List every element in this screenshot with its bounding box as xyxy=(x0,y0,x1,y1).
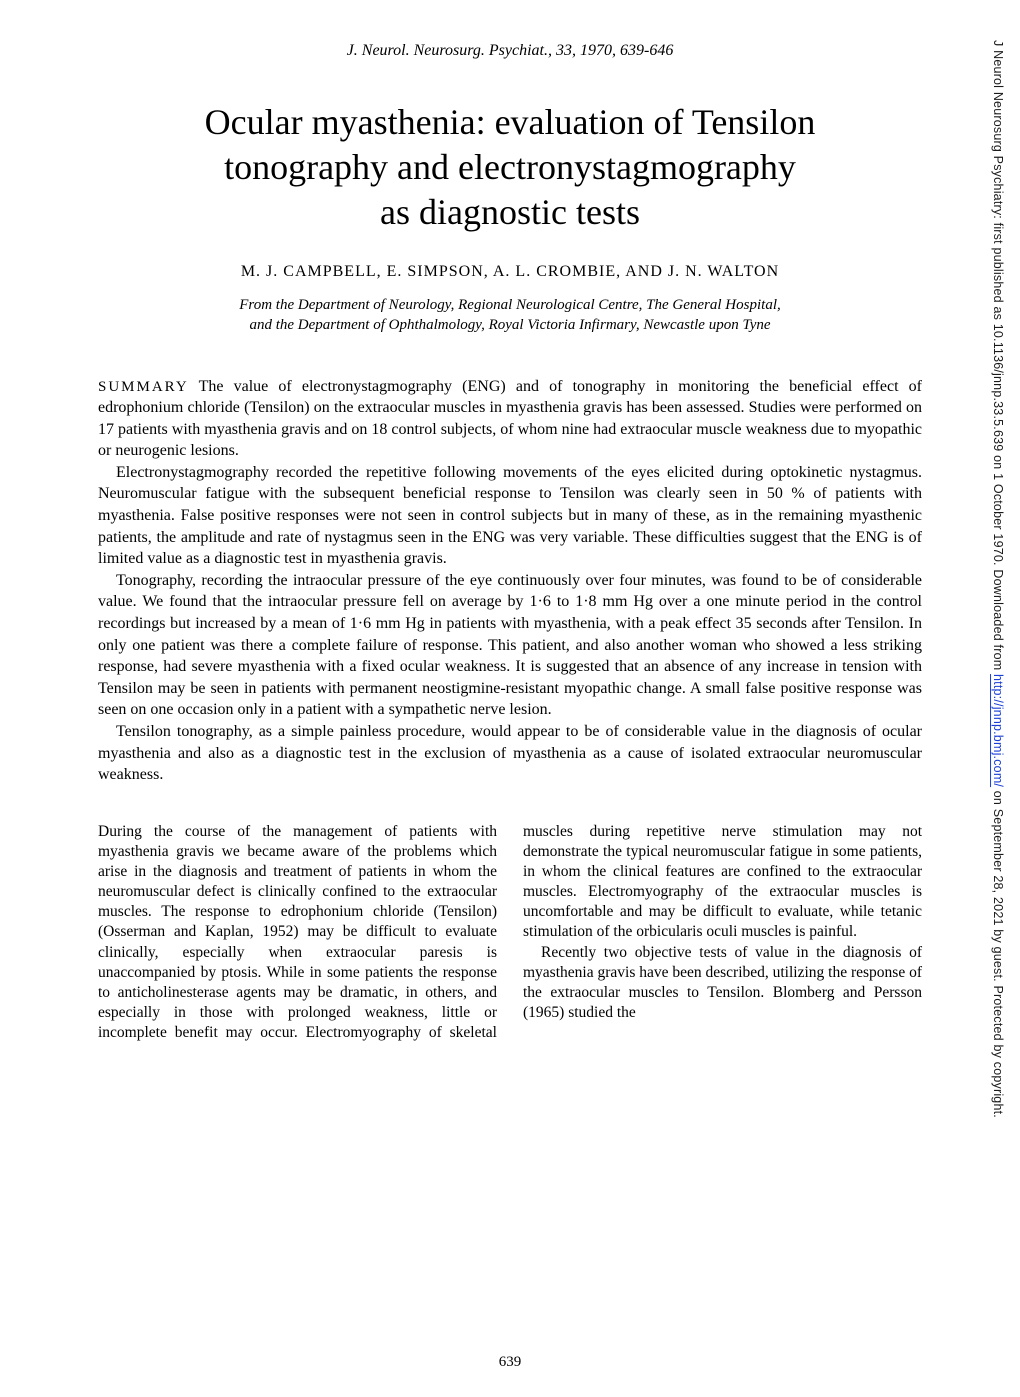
sidebar-link[interactable]: http://jnnp.bmj.com/ xyxy=(991,674,1005,787)
authors-line: M. J. CAMPBELL, E. SIMPSON, A. L. CROMBI… xyxy=(98,263,922,281)
journal-citation: J. Neurol. Neurosurg. Psychiat., 33, 197… xyxy=(98,42,922,60)
sidebar-prefix: J Neurol Neurosurg Psychiatry: first pub… xyxy=(991,40,1005,674)
affiliation: From the Department of Neurology, Region… xyxy=(98,295,922,336)
summary-paragraph-4: Tensilon tonography, as a simple painles… xyxy=(98,721,922,786)
affiliation-line-2: and the Department of Ophthalmology, Roy… xyxy=(249,317,770,333)
page-number: 639 xyxy=(0,1354,1020,1371)
title-line-2: tonography and electronystagmography xyxy=(224,147,796,187)
summary-section: SUMMARY The value of electronystagmograp… xyxy=(98,376,922,786)
summary-paragraph-1: The value of electronystagmography (ENG)… xyxy=(98,378,922,460)
summary-paragraph-3: Tonography, recording the intraocular pr… xyxy=(98,570,922,721)
title-line-3: as diagnostic tests xyxy=(380,192,640,232)
copyright-sidebar: J Neurol Neurosurg Psychiatry: first pub… xyxy=(984,40,1006,1357)
summary-label: SUMMARY xyxy=(98,379,189,395)
sidebar-suffix: on September 28, 2021 by guest. Protecte… xyxy=(991,787,1005,1118)
article-title: Ocular myasthenia: evaluation of Tensilo… xyxy=(98,100,922,235)
body-text: During the course of the management of p… xyxy=(98,822,922,1044)
title-line-1: Ocular myasthenia: evaluation of Tensilo… xyxy=(205,102,816,142)
affiliation-line-1: From the Department of Neurology, Region… xyxy=(239,297,780,313)
body-paragraph-2: Recently two objective tests of value in… xyxy=(523,943,922,1024)
summary-paragraph-2: Electronystagmography recorded the repet… xyxy=(98,462,922,570)
